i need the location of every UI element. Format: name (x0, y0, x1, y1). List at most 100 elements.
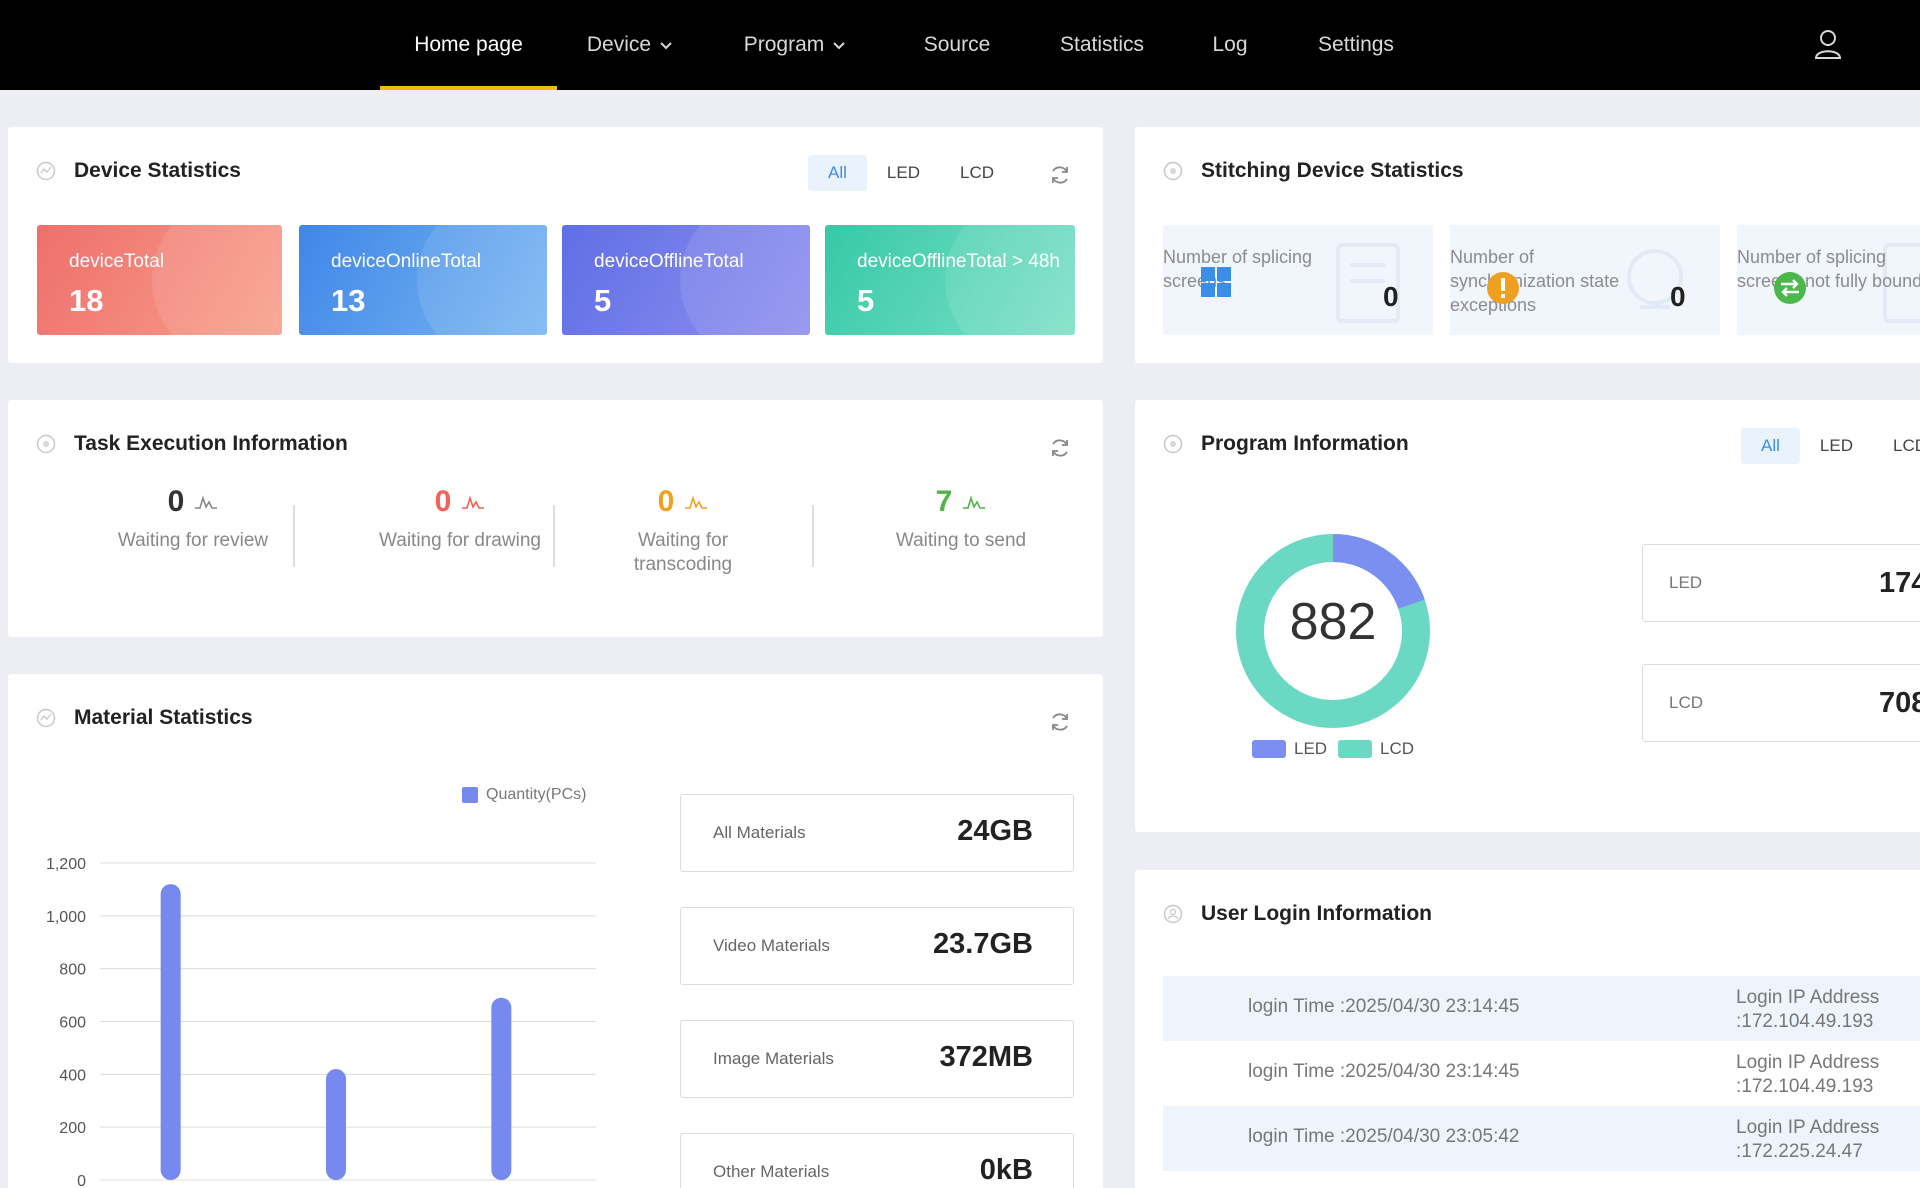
tile-value: 18 (69, 283, 104, 318)
stitching-tile-not-bound[interactable]: Number of splicing screens not fully bou… (1737, 225, 1920, 335)
card-title: Program Information (1163, 430, 1409, 458)
tile-decoration (417, 225, 547, 335)
document-icon (1883, 243, 1920, 323)
material-box-all[interactable]: All Materials 24GB (680, 794, 1074, 872)
trend-icon (963, 495, 986, 509)
donut-legend-led: LED (1252, 739, 1327, 759)
task-value: 0 (167, 485, 185, 518)
refresh-icon[interactable] (1048, 710, 1072, 734)
task-waiting-transcoding[interactable]: 0 Waiting for transcoding (558, 485, 808, 577)
chevron-down-icon (833, 42, 845, 50)
y-tick-label: 600 (59, 1015, 86, 1032)
filter-lcd[interactable]: LCD (959, 163, 994, 182)
program-filter: All LED LCD (1741, 428, 1920, 464)
bar[interactable] (491, 997, 512, 1180)
stitching-tile-splicing-screens[interactable]: Number of splicing screens 0 (1163, 225, 1433, 335)
refresh-icon[interactable] (1048, 436, 1072, 460)
task-waiting-send[interactable]: 7 Waiting to send (836, 485, 1086, 553)
material-bar-chart: 0 200 400 600 800 1,000 1,200 (46, 856, 596, 1188)
login-ip-label: Login IP Address (1736, 1052, 1880, 1073)
program-donut-chart (1236, 534, 1430, 728)
stitching-tile-label: Number of splicing screens not fully bou… (1737, 247, 1920, 291)
nav-settings[interactable]: Settings (1306, 0, 1406, 90)
task-waiting-review[interactable]: 0 Waiting for review (68, 485, 318, 553)
y-tick-label: 800 (59, 962, 86, 979)
task-label: Waiting for review (117, 530, 269, 551)
stitching-tile-sync-exceptions[interactable]: Number of synchronization state exceptio… (1450, 225, 1720, 335)
material-box-video[interactable]: Video Materials 23.7GB (680, 907, 1074, 985)
y-tick-label: 1,200 (46, 856, 86, 873)
warning-icon (1487, 272, 1519, 304)
tile-value: 5 (857, 283, 875, 318)
material-value: 372MB (939, 1041, 1034, 1073)
divider (812, 505, 814, 567)
donut-legend-lcd: LCD (1338, 739, 1414, 759)
nav-device[interactable]: Device (570, 0, 690, 90)
program-box-lcd[interactable]: LCD 708 (1642, 664, 1920, 742)
trend-icon (195, 495, 218, 509)
legend-label: LCD (1380, 739, 1415, 758)
filter-led[interactable]: LED (1819, 436, 1853, 455)
bar[interactable] (326, 1069, 346, 1180)
material-label: All Materials (713, 823, 806, 842)
stat-tile-device-offline[interactable]: deviceOfflineTotal 5 (562, 225, 810, 335)
legend-swatch (1252, 740, 1286, 758)
tile-label: deviceOfflineTotal (594, 251, 744, 272)
material-value: 24GB (957, 815, 1033, 847)
task-waiting-drawing[interactable]: 0 Waiting for drawing (335, 485, 585, 553)
nav-device-label: Device (586, 33, 652, 56)
nav-statistics[interactable]: Statistics (1050, 0, 1154, 90)
card-title: Material Statistics (36, 704, 253, 732)
legend-label: Quantity(PCs) (486, 786, 587, 803)
task-value: 7 (935, 485, 953, 518)
chart-circle-icon (36, 161, 56, 181)
login-time: login Time :2025/04/30 23:14:45 (1248, 1061, 1520, 1082)
filter-lcd[interactable]: LCD (1892, 436, 1920, 455)
filter-all[interactable]: All (1741, 428, 1800, 464)
material-label: Other Materials (713, 1162, 830, 1181)
device-filter: All LED LCD (808, 155, 1014, 191)
tile-label: deviceOnlineTotal (331, 251, 481, 272)
user-icon[interactable] (1808, 24, 1848, 64)
grid-icon (1201, 267, 1231, 297)
stitching-tile-label: Number of splicing screens (1163, 247, 1313, 291)
chart-circle-icon (36, 708, 56, 728)
divider (553, 505, 555, 567)
card-title: Device Statistics (36, 157, 241, 185)
program-box-value: 174 (1879, 567, 1920, 599)
filter-all[interactable]: All (808, 155, 867, 191)
nav-source-label: Source (923, 33, 991, 56)
y-tick-label: 200 (59, 1120, 86, 1137)
material-box-image[interactable]: Image Materials 372MB (680, 1020, 1074, 1098)
donut-slice-led[interactable] (1236, 534, 1430, 728)
nav-home[interactable]: Home page (380, 0, 557, 90)
material-label: Video Materials (713, 936, 830, 955)
bar[interactable] (160, 884, 181, 1180)
nav-log[interactable]: Log (1200, 0, 1260, 90)
task-execution-card: Task Execution Information (8, 400, 1103, 637)
login-ip-value: :172.104.49.193 (1736, 1011, 1874, 1032)
refresh-icon[interactable] (1048, 163, 1072, 187)
login-row: login Time :2025/04/30 23:14:45 Login IP… (1163, 1041, 1920, 1106)
material-box-other[interactable]: Other Materials 0kB (680, 1133, 1074, 1188)
divider (293, 505, 295, 567)
filter-led[interactable]: LED (886, 163, 920, 182)
login-ip-label: Login IP Address (1736, 1117, 1880, 1138)
device-statistics-title: Device Statistics (74, 159, 241, 182)
material-statistics-title: Material Statistics (74, 706, 253, 729)
program-box-led[interactable]: LED 174 (1642, 544, 1920, 622)
card-title: Stitching Device Statistics (1163, 157, 1464, 185)
trend-icon (462, 495, 485, 509)
legend-label: LED (1294, 739, 1328, 758)
chart-circle-icon (1163, 161, 1183, 181)
task-label: Waiting to send (895, 530, 1027, 551)
stat-tile-device-online[interactable]: deviceOnlineTotal 13 (299, 225, 547, 335)
stat-tile-device-offline-48h[interactable]: deviceOfflineTotal > 48h 5 (825, 225, 1075, 335)
nav-source[interactable]: Source (910, 0, 1004, 90)
task-value: 0 (657, 485, 675, 518)
stitching-tile-label: Number of synchronization state exceptio… (1450, 247, 1620, 315)
login-row: login Time :2025/04/30 23:14:45 Login IP… (1163, 976, 1920, 1041)
nav-program[interactable]: Program (730, 0, 860, 90)
stat-tile-device-total[interactable]: deviceTotal 18 (37, 225, 282, 335)
login-ip: Login IP Address :172.104.49.193 (1736, 986, 1920, 1034)
